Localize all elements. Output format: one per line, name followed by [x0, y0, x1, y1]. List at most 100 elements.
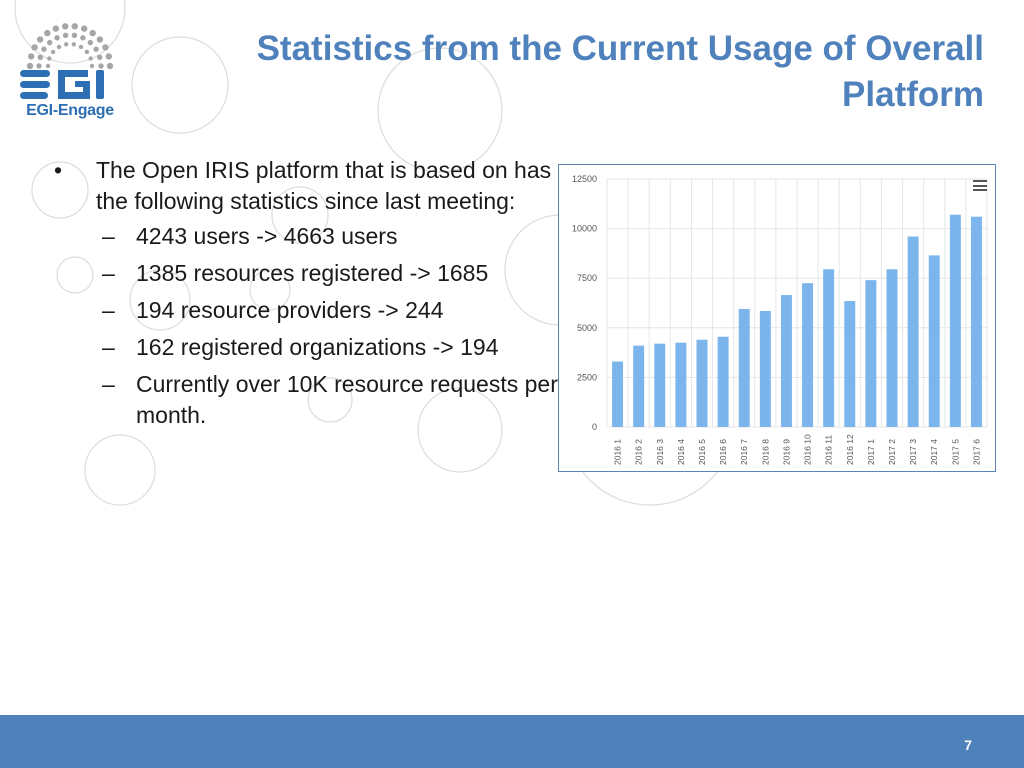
bar[interactable]: [612, 361, 624, 427]
sub-item-text: Currently over 10K resource requests per…: [136, 371, 558, 428]
bubble-decoration: [84, 434, 156, 506]
logo-dot: [71, 32, 78, 38]
list-item: –194 resource providers -> 244: [102, 295, 560, 326]
x-tick-label: 2016 4: [676, 439, 686, 465]
logo-dot: [47, 39, 53, 46]
bar[interactable]: [907, 236, 919, 427]
bullet-content: • The Open IRIS platform that is based o…: [50, 155, 560, 437]
hamburger-menu-icon[interactable]: [973, 180, 987, 194]
logo-dot: [64, 42, 69, 47]
bar[interactable]: [759, 310, 771, 427]
dash-marker: –: [102, 371, 115, 397]
logo-dot: [93, 46, 99, 52]
logo-dot: [106, 62, 114, 70]
bar[interactable]: [654, 343, 666, 427]
logo-dot: [87, 39, 94, 46]
bubble-decoration: [271, 186, 329, 244]
logo-dot: [26, 62, 34, 70]
logo-dot: [56, 44, 62, 50]
x-tick-label: 2017 4: [929, 439, 939, 465]
x-tick-label: 2016 9: [781, 439, 791, 465]
bubble-decoration: [56, 256, 94, 294]
x-tick-label: 2016 7: [739, 439, 749, 465]
sub-bullet-list: –4243 users -> 4663 users –1385 resource…: [50, 221, 560, 431]
logo-dot: [96, 36, 104, 43]
bar[interactable]: [949, 214, 961, 427]
y-tick-label: 5000: [577, 323, 597, 333]
sub-item-text: 162 registered organizations -> 194: [136, 334, 499, 360]
list-item: –162 registered organizations -> 194: [102, 332, 560, 363]
bar[interactable]: [633, 345, 645, 427]
logo-dot: [62, 32, 69, 38]
logo-dot: [36, 63, 42, 69]
bubble-decoration: [417, 387, 503, 473]
chart-svg: 0 2500 5000 7500 10000 12500 2016 1 2016 2 2016 …: [572, 174, 988, 465]
list-item: –1385 resources registered -> 1685: [102, 258, 560, 289]
egi-logo-mark-icon: [20, 23, 114, 99]
x-tick-label: 2016 10: [803, 434, 813, 465]
dash-marker: –: [102, 297, 115, 323]
bubble-decoration: [129, 269, 191, 331]
logo-dot: [28, 53, 35, 60]
x-tick-label: 2016 5: [697, 439, 707, 465]
logo-dot: [78, 44, 84, 50]
logo-dot: [105, 53, 113, 60]
main-bullet-text: The Open IRIS platform that is based on …: [96, 157, 552, 214]
logo-dot: [44, 29, 51, 37]
bar[interactable]: [844, 301, 856, 427]
logo-dot: [71, 42, 76, 47]
list-item: –4243 users -> 4663 users: [102, 221, 560, 252]
x-tick-label: 2016 2: [634, 439, 644, 465]
bar[interactable]: [970, 216, 982, 427]
logo-dot: [71, 23, 78, 30]
bubble-decoration: [377, 47, 503, 173]
y-tick-label: 2500: [577, 372, 597, 382]
x-tick-label: 2016 6: [718, 439, 728, 465]
bar[interactable]: [780, 295, 792, 427]
bar[interactable]: [717, 336, 729, 427]
bubble-decoration: [249, 269, 291, 311]
logo-dot: [45, 63, 51, 69]
logo-dot: [47, 56, 52, 61]
sub-item-text: 1385 resources registered -> 1685: [136, 260, 489, 286]
logo-dot: [62, 23, 69, 30]
bar[interactable]: [865, 280, 877, 427]
logo-dot: [31, 44, 38, 51]
logo-dot: [37, 54, 43, 60]
x-tick-label: 2017 5: [950, 439, 960, 465]
bar[interactable]: [928, 255, 940, 427]
x-tick-label: 2016 1: [613, 439, 623, 465]
dash-marker: –: [102, 260, 115, 286]
logo-dot: [52, 25, 59, 32]
bar[interactable]: [738, 308, 750, 427]
y-tick-label: 0: [592, 422, 597, 432]
logo-dot: [98, 63, 104, 69]
bullet-marker: •: [54, 157, 63, 183]
page-number: 7: [964, 737, 972, 753]
logo-dot: [80, 35, 86, 41]
x-tick-label: 2017 6: [971, 439, 981, 465]
sub-item-text: 194 resource providers -> 244: [136, 297, 444, 323]
logo-text: EGI-Engage: [26, 102, 114, 119]
logo-dot: [54, 35, 60, 41]
x-tick-label: 2017 3: [908, 439, 918, 465]
bubble-decoration: [31, 161, 89, 219]
x-tick-label: 2017 1: [866, 439, 876, 465]
bar[interactable]: [802, 283, 814, 427]
bubble-decoration: [307, 377, 353, 423]
logo-dot: [88, 56, 93, 61]
bar-chart: 0 2500 5000 7500 10000 12500 2016 1 2016 2 2016 …: [558, 164, 996, 472]
x-tick-label: 2016 3: [655, 439, 665, 465]
logo-dot: [81, 25, 88, 32]
bar[interactable]: [886, 269, 898, 427]
x-tick-label: 2016 8: [760, 439, 770, 465]
footer-bar: 7: [0, 715, 1024, 768]
main-bullet: • The Open IRIS platform that is based o…: [50, 155, 560, 217]
logo-dot: [89, 29, 96, 37]
logo-dot: [41, 46, 47, 52]
bar[interactable]: [696, 339, 708, 427]
logo-dot: [97, 54, 103, 60]
bar[interactable]: [675, 342, 687, 427]
bar[interactable]: [823, 269, 835, 427]
y-tick-label: 12500: [572, 174, 597, 184]
